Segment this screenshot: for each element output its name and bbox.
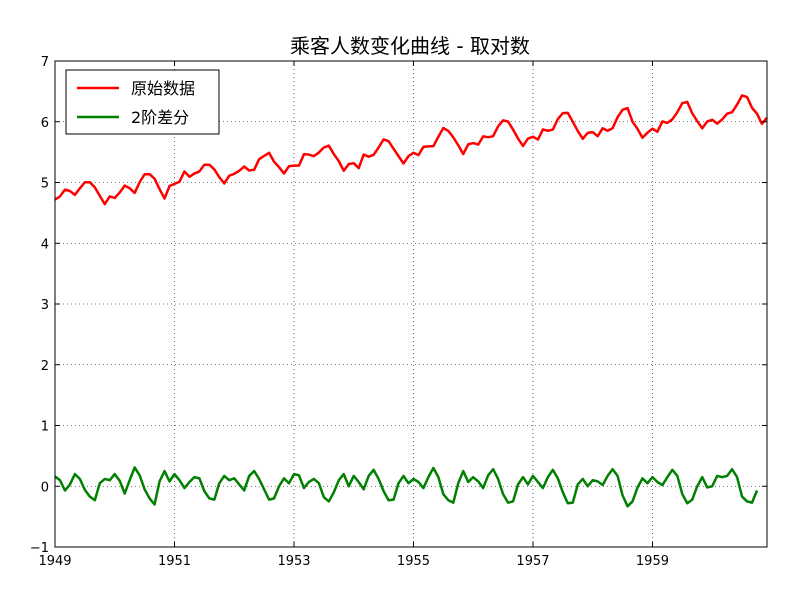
legend-frame bbox=[65, 69, 220, 135]
y-tick-label: 5 bbox=[41, 177, 49, 192]
y-tick-label: −1 bbox=[30, 541, 49, 556]
y-tick-label: 4 bbox=[41, 237, 49, 252]
y-tick-label: 7 bbox=[41, 55, 49, 70]
legend-label-original: 原始数据 bbox=[131, 79, 195, 98]
y-tick-label: 3 bbox=[41, 298, 49, 313]
chart-title: 乘客人数变化曲线 - 取对数 bbox=[290, 34, 530, 58]
x-tick-label: 1959 bbox=[636, 554, 669, 569]
series-lines bbox=[54, 94, 768, 508]
y-tick-label: 2 bbox=[41, 359, 49, 374]
x-tick-label: 1951 bbox=[158, 554, 191, 569]
y-tick-label: 1 bbox=[41, 420, 49, 435]
y-tick-label: 6 bbox=[41, 116, 49, 131]
x-tick-label: 1957 bbox=[516, 554, 549, 569]
legend-label-diff2: 2阶差分 bbox=[131, 108, 189, 127]
x-tick-label: 1953 bbox=[277, 554, 310, 569]
legend: 原始数据 2阶差分 bbox=[65, 69, 220, 135]
series-line-original bbox=[54, 94, 768, 206]
y-tick-label: 0 bbox=[41, 480, 49, 495]
series-line-diff2 bbox=[54, 466, 759, 508]
x-tick-label: 1955 bbox=[397, 554, 430, 569]
axis-ticks: 1949 1951 1953 1955 1957 1959 −1 0 1 2 3 4 5 6 7 bbox=[30, 55, 767, 569]
x-tick-label: 1949 bbox=[38, 554, 71, 569]
